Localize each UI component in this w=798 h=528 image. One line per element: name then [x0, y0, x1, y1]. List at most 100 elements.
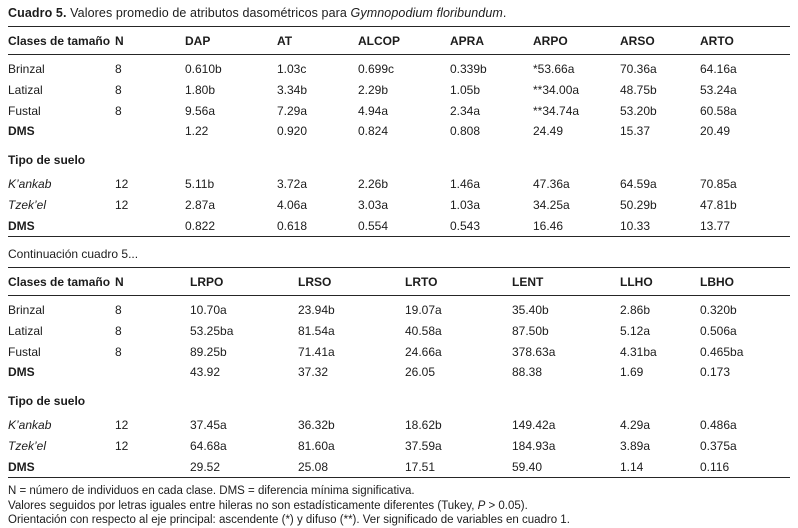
cell-value: 2.26b	[358, 177, 389, 192]
table-row: Fustal 8 89.25b 71.41a 24.66a 378.63a 4.31ba 0.…	[8, 341, 790, 362]
cell-value: 3.89a	[620, 438, 651, 453]
footnote-line-2: Valores seguidos por letras iguales entr…	[8, 499, 528, 512]
cell-value: **34.74a	[533, 103, 580, 118]
soil-section-row: Tipo de suelo	[8, 383, 790, 415]
table-row: Brinzal 8 0.610b 1.03c 0.699c 0.339b *53.66a 70…	[8, 55, 790, 80]
table-row: Fustal 8 9.56a 7.29a 4.94a 2.34a **34.74a 53.20…	[8, 100, 790, 121]
row-label: Latizal	[8, 323, 43, 338]
cell-value: 50.29b	[620, 197, 657, 212]
cell-value: 0.465ba	[700, 344, 744, 359]
cell-value: 3.72a	[277, 177, 308, 192]
row-label: DMS	[8, 365, 35, 380]
row-label: DMS	[8, 459, 35, 474]
column-header: LRPO	[190, 267, 298, 297]
cell-value: 26.05	[405, 365, 436, 380]
table-row: DMS 0.822 0.618 0.554 0.543 16.46 10.33 13.77	[8, 215, 790, 236]
table-caption-text: Valores promedio de atributos dasométric…	[66, 6, 351, 20]
cell-value: 36.32b	[298, 418, 335, 433]
cell-value: 37.32	[298, 365, 329, 380]
cell-value: 18.62b	[405, 418, 442, 433]
footnote-line-1: N = número de individuos en cada clase. …	[8, 485, 415, 498]
table-row: DMS 1.22 0.920 0.824 0.808 24.49 15.37 20.49	[8, 121, 790, 142]
column-header: ARPO	[533, 26, 620, 55]
cell-value: 87.50b	[512, 323, 549, 338]
cell-value: 60.58a	[700, 103, 737, 118]
cell-value: 8	[115, 62, 122, 76]
cell-value: 53.25ba	[190, 323, 234, 338]
cell-value: 2.86b	[620, 303, 651, 318]
cell-value: 0.920	[277, 124, 308, 139]
cell-value: 71.41a	[298, 344, 335, 359]
cell-value: 40.58a	[405, 323, 442, 338]
row-label: Tzek’el	[8, 438, 47, 453]
column-header: LRSO	[298, 267, 405, 297]
cell-value: 37.45a	[190, 418, 227, 433]
cell-value: 20.49	[700, 124, 731, 139]
cell-value: 9.56a	[185, 103, 216, 118]
cell-value: 5.11b	[185, 177, 215, 192]
cell-value: 1.03a	[450, 197, 481, 212]
column-header: ALCOP	[358, 26, 450, 55]
cell-value: 0.486a	[700, 418, 737, 433]
cell-value: 88.38	[512, 365, 543, 380]
cell-value: 19.07a	[405, 303, 442, 318]
row-label: Tzek’el	[8, 197, 47, 212]
row-label: K’ankab	[8, 177, 52, 192]
column-header: ARTO	[700, 26, 790, 55]
cell-value: 2.34a	[450, 103, 481, 118]
column-header: AT	[277, 26, 358, 55]
table-row: K’ankab 12 5.11b 3.72a 2.26b 1.46a 47.36a 64.59…	[8, 174, 790, 195]
cell-value: 1.14	[620, 459, 644, 474]
cell-value: 0.554	[358, 218, 389, 233]
cell-value: 24.66a	[405, 344, 442, 359]
column-header: N	[115, 26, 185, 55]
cell-value: 53.24a	[700, 82, 737, 97]
cell-value: 4.06a	[277, 197, 308, 212]
cell-value: 4.31ba	[620, 344, 657, 359]
column-header: Clases de tamaño	[8, 267, 115, 297]
table-row: Tzek’el 12 2.87a 4.06a 3.03a 1.03a 34.25a 50.29…	[8, 195, 790, 216]
cell-value: 8	[115, 344, 122, 359]
table-row: DMS 29.52 25.08 17.51 59.40 1.14 0.116	[8, 456, 790, 477]
row-label: Brinzal	[8, 62, 45, 76]
cell-value: 2.87a	[185, 197, 216, 212]
cell-value: *53.66a	[533, 62, 575, 76]
cell-value: 43.92	[190, 365, 221, 380]
cell-value: 2.29b	[358, 82, 389, 97]
cell-value	[115, 456, 190, 477]
cell-value: 1.69	[620, 365, 644, 380]
cell-value: 8	[115, 323, 122, 338]
header-row: Clases de tamaño N LRPO LRSO LRTO LENT LLHO LBH…	[8, 267, 790, 297]
cell-value: 81.54a	[298, 323, 335, 338]
cell-value: 17.51	[405, 459, 436, 474]
table-row: Latizal 8 53.25ba 81.54a 40.58a 87.50b 5.12a 0.…	[8, 320, 790, 341]
column-header: APRA	[450, 26, 533, 55]
cell-value: 0.116	[700, 459, 730, 474]
cell-value: 70.85a	[700, 177, 737, 192]
cell-value: 12	[115, 418, 129, 433]
cell-value	[115, 121, 185, 142]
cell-value: 59.40	[512, 459, 543, 474]
soil-section-row: Tipo de suelo	[8, 142, 790, 174]
table-caption: Cuadro 5. Valores promedio de atributos …	[8, 3, 790, 26]
row-label: DMS	[8, 218, 35, 233]
footnote-line-3: Orientación con respecto al eje principa…	[8, 514, 570, 527]
cell-value: 1.22	[185, 124, 209, 139]
column-header: LLHO	[620, 267, 700, 297]
row-label: Latizal	[8, 82, 43, 97]
cell-value: 0.543	[450, 218, 481, 233]
column-header: DAP	[185, 26, 277, 55]
cell-value: 1.80b	[185, 82, 216, 97]
cell-value: 48.75b	[620, 82, 657, 97]
cell-value: 0.618	[277, 218, 308, 233]
cell-value: 0.822	[185, 218, 216, 233]
cell-value: 12	[115, 177, 129, 192]
row-label: Fustal	[8, 103, 41, 118]
cell-value: 0.320b	[700, 303, 737, 318]
cell-value: 0.824	[358, 124, 389, 139]
cell-value: 4.29a	[620, 418, 651, 433]
table-caption-species: Gymnopodium floribundum	[350, 6, 503, 20]
cell-value: 13.77	[700, 218, 731, 233]
table-cuadro5-part2: Clases de tamaño N LRPO LRSO LRTO LENT LLHO LBH…	[8, 267, 790, 479]
